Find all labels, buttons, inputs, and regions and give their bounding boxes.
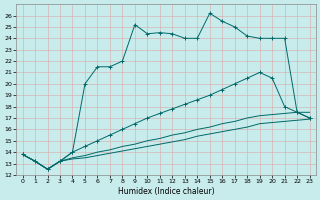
X-axis label: Humidex (Indice chaleur): Humidex (Indice chaleur): [118, 187, 214, 196]
